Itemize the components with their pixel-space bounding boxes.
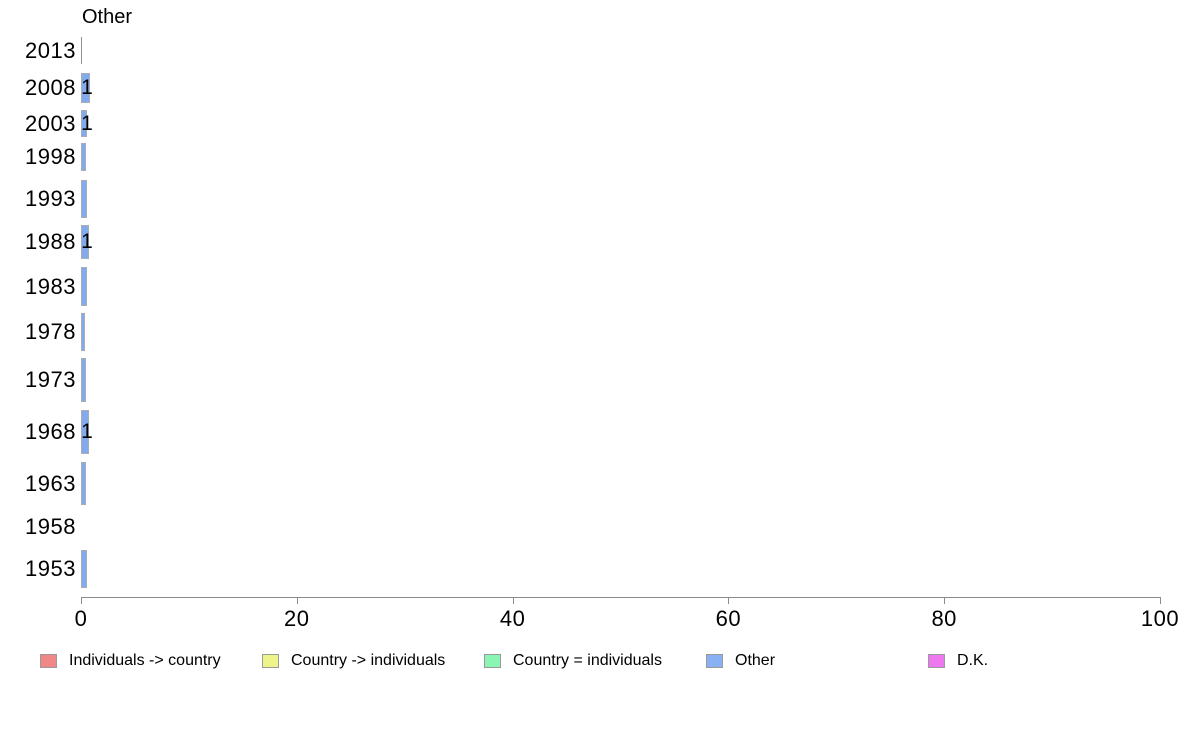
bar-value-label: 1 xyxy=(81,111,93,135)
year-label: 1998 xyxy=(25,144,76,169)
year-label: 2003 xyxy=(25,110,76,136)
legend-swatch xyxy=(484,654,501,668)
x-tick xyxy=(1160,597,1161,604)
x-tick-label: 20 xyxy=(284,606,310,631)
year-label: 1993 xyxy=(25,186,76,211)
bar xyxy=(81,180,87,218)
bar xyxy=(81,410,89,454)
x-tick xyxy=(81,597,82,604)
zero-bar-line xyxy=(81,37,82,64)
legend-label: Other xyxy=(735,652,776,669)
year-label: 1983 xyxy=(25,273,76,299)
year-label: 1968 xyxy=(25,419,76,444)
bar xyxy=(81,143,86,171)
bar xyxy=(81,462,86,505)
legend-label: Individuals -> country xyxy=(69,652,221,669)
bar xyxy=(81,225,89,259)
year-label: 1958 xyxy=(25,514,76,539)
bar xyxy=(81,110,87,137)
year-label: 1978 xyxy=(25,319,76,344)
legend-item: D.K. xyxy=(928,651,988,671)
x-tick-label: 60 xyxy=(715,606,742,631)
legend-item: Country = individuals xyxy=(484,651,662,671)
legend-label: D.K. xyxy=(957,652,989,669)
x-tick-label: 100 xyxy=(1140,606,1180,631)
legend-item: Country -> individuals xyxy=(262,651,445,671)
legend-swatch xyxy=(928,654,945,668)
legend-label: Country -> individuals xyxy=(291,652,446,669)
x-tick-label: 0 xyxy=(74,606,88,631)
chart-title: Other xyxy=(82,6,133,28)
legend-item: Individuals -> country xyxy=(40,651,221,671)
legend-label: Country = individuals xyxy=(513,652,662,669)
year-label: 1988 xyxy=(25,229,76,254)
bar xyxy=(81,313,85,351)
x-tick xyxy=(944,597,946,604)
x-axis-line xyxy=(81,597,1160,598)
year-label: 2013 xyxy=(25,37,76,63)
legend-swatch xyxy=(262,654,279,668)
legend-item: Other xyxy=(706,651,775,671)
year-label: 1963 xyxy=(25,470,76,496)
year-label: 2008 xyxy=(25,75,76,100)
bar xyxy=(81,267,87,306)
bar xyxy=(81,358,86,402)
x-tick-label: 80 xyxy=(931,606,957,631)
bar xyxy=(81,73,90,103)
legend-swatch xyxy=(706,654,723,668)
legend-swatch xyxy=(40,654,57,668)
x-tick xyxy=(512,597,514,604)
year-label: 1953 xyxy=(25,556,76,581)
x-tick xyxy=(296,597,298,604)
x-tick-label: 40 xyxy=(499,606,526,631)
year-label: 1973 xyxy=(25,367,76,392)
bar-value-label: 1 xyxy=(81,230,93,253)
x-tick xyxy=(728,597,730,604)
bar-value-label: 1 xyxy=(81,76,93,99)
bar xyxy=(81,550,87,588)
bar-value-label: 1 xyxy=(81,420,93,443)
